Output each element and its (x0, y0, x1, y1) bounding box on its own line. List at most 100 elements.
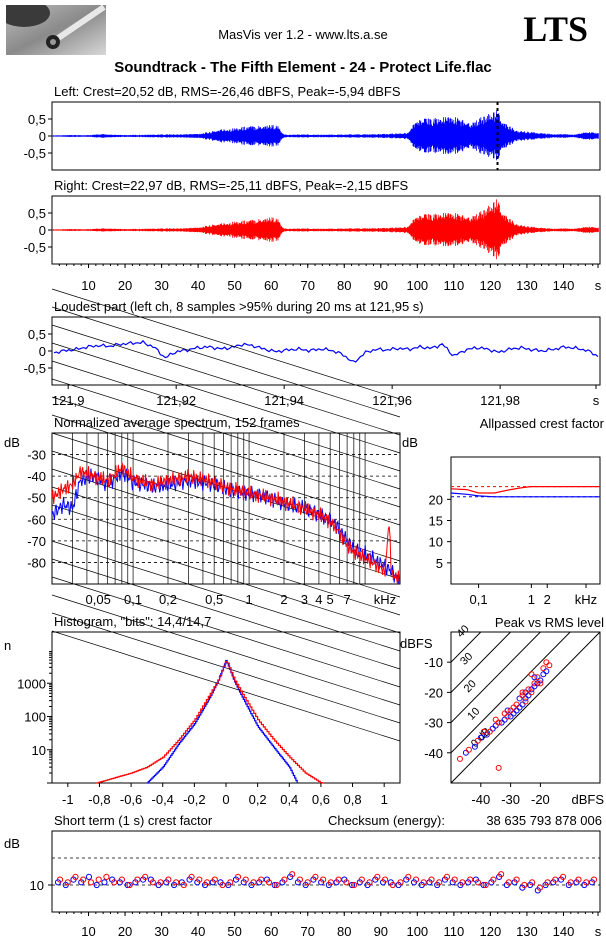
pvr-diagonal (451, 632, 571, 754)
short-crest-point (258, 876, 265, 883)
right-xtick-label: 120 (480, 278, 502, 293)
histogram-xtick-label: 0 (222, 792, 229, 807)
pvr-point (537, 680, 544, 687)
pvr-point (501, 710, 508, 717)
short-crest-point (101, 879, 108, 886)
short-crest-point (134, 876, 141, 883)
right-xtick-label: 60 (264, 278, 278, 293)
short-crest-xtick-label: 60 (264, 924, 278, 939)
pvr-point (480, 728, 487, 735)
short-crest-point (482, 881, 489, 889)
loudest-xtick-label: 121,9 (52, 393, 85, 408)
short-crest-point (273, 881, 280, 889)
pvr-point (522, 689, 529, 696)
pvr-point (483, 731, 490, 738)
histogram-xtick-label: -0,6 (120, 792, 142, 807)
histogram-xtick-label: 0,8 (344, 792, 362, 807)
short-crest-point (234, 873, 242, 881)
short-crest-point (271, 881, 278, 889)
pvr-point (465, 746, 472, 753)
short-crest-point (513, 876, 520, 883)
pvr-ytick-label: -30 (424, 716, 443, 731)
short-crest-xtick-label: 140 (553, 924, 575, 939)
spectrum-ylabel: dB (4, 435, 20, 450)
histogram-xtick-label: 0,4 (280, 792, 298, 807)
pvr-point (486, 728, 493, 735)
crest-series-line (450, 486, 600, 494)
spectrum-slope-line (51, 540, 401, 652)
short-crest-point (498, 871, 505, 878)
short-crest-xtick-label: s (595, 924, 602, 939)
pvr-point (516, 695, 523, 702)
short-crest-point (157, 879, 164, 886)
short-crest-point (149, 879, 156, 886)
pvr-point (528, 671, 535, 678)
short-crest-point (348, 881, 356, 889)
pvr-diagonal (451, 632, 482, 663)
right-ytick-label: -0,5 (24, 240, 46, 255)
short-crest-point (559, 873, 567, 881)
pvr-point (462, 749, 469, 756)
pvr-point (522, 698, 529, 705)
short-crest-xtick-label: 100 (406, 924, 428, 939)
spectrum-slope-line (51, 324, 401, 436)
short-crest-point (590, 876, 598, 883)
logo (0, 0, 106, 55)
short-crest-point (124, 881, 131, 889)
pvr-point (504, 707, 511, 714)
spectrum-xtick-label: 1 (245, 592, 252, 607)
pvr-point (534, 680, 541, 687)
spectrum-ytick-label: -70 (27, 534, 46, 549)
short-crest-point (374, 873, 381, 881)
spectrum-xtick-label: 0,1 (124, 592, 142, 607)
spectrum-title: Normalized average spectrum, 152 frames (54, 415, 300, 430)
short-crest-point (80, 876, 87, 883)
short-crest-point (335, 876, 342, 883)
pvr-xtick-label: -40 (471, 792, 490, 807)
spectrum-slope-line (51, 306, 401, 418)
pvr-point (492, 716, 499, 723)
spectrum-ytick-label: -40 (27, 469, 46, 484)
short-crest-point (443, 873, 451, 881)
pvr-point (540, 671, 547, 678)
histogram-frame (51, 631, 401, 784)
short-crest-point (459, 879, 466, 886)
left-title: Left: Crest=20,52 dB, RMS=-26,46 dBFS, P… (54, 84, 401, 99)
histogram-ytick-label: 1000 (17, 676, 46, 691)
short-crest-xtick-label: 40 (191, 924, 205, 939)
loudest-ytick-label: 0,5 (28, 327, 46, 342)
short-crest-point (575, 876, 582, 883)
histogram-ytick-label: 10 (32, 743, 46, 758)
left-ytick-label: 0 (39, 129, 46, 144)
spectrum-ytick-label: -50 (27, 491, 46, 506)
short-crest-point (436, 879, 443, 886)
crest-xtick-label: 1 (528, 592, 535, 607)
short-crest-point (490, 876, 497, 883)
short-crest-xtick-label: 90 (374, 924, 388, 939)
pvr-point (546, 662, 553, 669)
short-crest-point (296, 876, 304, 883)
loudest-xtick-label: 121,94 (264, 393, 304, 408)
crest-ytick-label: 5 (436, 556, 443, 571)
pvr-point (543, 668, 550, 675)
loudest-xtick-label: 121,98 (480, 393, 520, 408)
pvr-point (507, 713, 514, 720)
short-crest-point (165, 876, 172, 883)
short-crest-xtick-label: 110 (443, 924, 464, 939)
short-crest-point (343, 879, 350, 886)
pvr-point (492, 722, 499, 729)
short-crest-point (188, 873, 195, 881)
crest-ytick-label: 20 (429, 492, 443, 507)
pvr-point (531, 680, 538, 687)
short-crest-point (85, 873, 93, 881)
short-crest-point (350, 881, 358, 889)
pvr-diagonal-label: 10 (465, 705, 482, 722)
crest-series-line (450, 492, 600, 498)
pvr-point (489, 725, 496, 732)
crest-ylabel: dB (402, 435, 418, 450)
right-xtick-label: 140 (553, 278, 575, 293)
spectrum-slope-line (51, 414, 401, 526)
pvr-point (534, 674, 541, 681)
spectrum-xtick-label: 4 (315, 592, 322, 607)
spectrum-ytick-label: -60 (27, 512, 46, 527)
